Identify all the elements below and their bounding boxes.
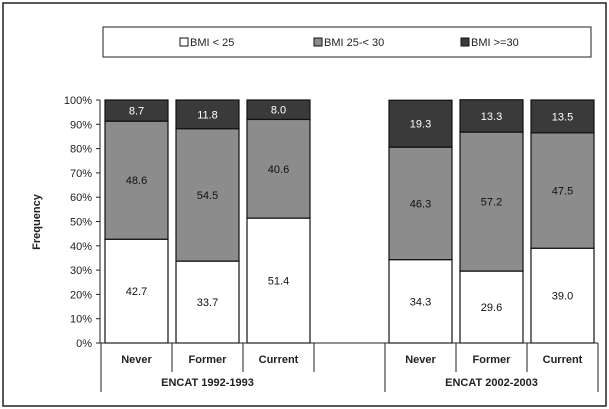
data-label: 11.8 bbox=[197, 109, 218, 121]
y-axis-label: Frequency bbox=[31, 193, 43, 250]
bar-segment bbox=[175, 99, 240, 130]
data-label: 40.6 bbox=[268, 164, 289, 176]
y-tick-label: 10% bbox=[70, 314, 92, 326]
bar-segment bbox=[530, 132, 595, 249]
data-label: 8.0 bbox=[271, 105, 286, 117]
bar-segment bbox=[175, 128, 240, 262]
x-tick-label: Former bbox=[473, 354, 512, 366]
data-label: 54.5 bbox=[197, 190, 218, 202]
bar-segment bbox=[104, 120, 169, 240]
y-tick-label: 70% bbox=[70, 168, 92, 180]
data-label: 13.5 bbox=[552, 111, 573, 123]
legend-swatch bbox=[313, 37, 323, 47]
x-group-label: ENCAT 2002-2003 bbox=[445, 377, 538, 389]
y-tick-label: 100% bbox=[64, 95, 92, 107]
bar-segment bbox=[175, 260, 240, 344]
y-tick-label: 40% bbox=[70, 241, 92, 253]
bar-segment bbox=[246, 217, 311, 344]
data-label: 19.3 bbox=[410, 119, 431, 131]
legend-label: BMI 25-< 30 bbox=[324, 37, 384, 49]
data-label: 13.3 bbox=[481, 111, 502, 123]
data-label: 29.6 bbox=[481, 302, 502, 314]
x-tick-label: Current bbox=[259, 354, 299, 366]
data-label: 42.7 bbox=[126, 286, 147, 298]
y-tick-label: 90% bbox=[70, 119, 92, 131]
y-tick-label: 80% bbox=[70, 144, 92, 156]
y-tick-label: 50% bbox=[70, 217, 92, 229]
data-label: 46.3 bbox=[410, 198, 431, 210]
bars: 42.7 48.6 8.7 33.7 54.5 11.8 51.4 40.6 8.0 34.3 46… bbox=[104, 99, 595, 344]
legend-swatch bbox=[460, 37, 470, 47]
data-label: 48.6 bbox=[126, 175, 147, 187]
x-tick-label: Current bbox=[543, 354, 583, 366]
bar-segment bbox=[388, 99, 453, 148]
bar-segment bbox=[388, 146, 453, 261]
bar-segment bbox=[459, 270, 524, 344]
bar-segment bbox=[388, 259, 453, 344]
bar-segment bbox=[459, 99, 524, 133]
legend-label: BMI < 25 bbox=[190, 37, 234, 49]
y-axis: 0% 10% 20% 30% 40% 50% 60% 70% 80% 90% 100% bbox=[64, 95, 101, 350]
bar-segment bbox=[459, 131, 524, 272]
x-tick-label: Never bbox=[405, 354, 436, 366]
data-label: 34.3 bbox=[410, 296, 431, 308]
data-label: 51.4 bbox=[268, 276, 289, 288]
x-axis: Never Former Current ENCAT 1992-1993 Never Fo… bbox=[100, 342, 599, 392]
x-tick-label: Never bbox=[121, 354, 152, 366]
x-group-label: ENCAT 1992-1993 bbox=[161, 377, 254, 389]
legend-swatch bbox=[179, 37, 189, 47]
y-tick-label: 0% bbox=[76, 338, 92, 350]
legend-label: BMI >=30 bbox=[471, 37, 519, 49]
x-tick-label: Former bbox=[189, 354, 228, 366]
y-tick-label: 20% bbox=[70, 289, 92, 301]
bar-segment bbox=[530, 99, 595, 134]
data-label: 39.0 bbox=[552, 291, 573, 303]
data-label: 57.2 bbox=[481, 197, 502, 209]
y-tick-label: 30% bbox=[70, 265, 92, 277]
y-tick-label: 60% bbox=[70, 192, 92, 204]
bar-segment bbox=[104, 99, 169, 122]
data-label: 8.7 bbox=[129, 106, 144, 118]
data-label: 47.5 bbox=[552, 186, 573, 198]
data-label: 33.7 bbox=[197, 297, 218, 309]
bar-segment bbox=[246, 99, 311, 121]
bar-segment bbox=[530, 247, 595, 344]
legend: BMI < 25 BMI 25-< 30 BMI >=30 bbox=[102, 26, 592, 58]
bar-segment bbox=[104, 238, 169, 344]
